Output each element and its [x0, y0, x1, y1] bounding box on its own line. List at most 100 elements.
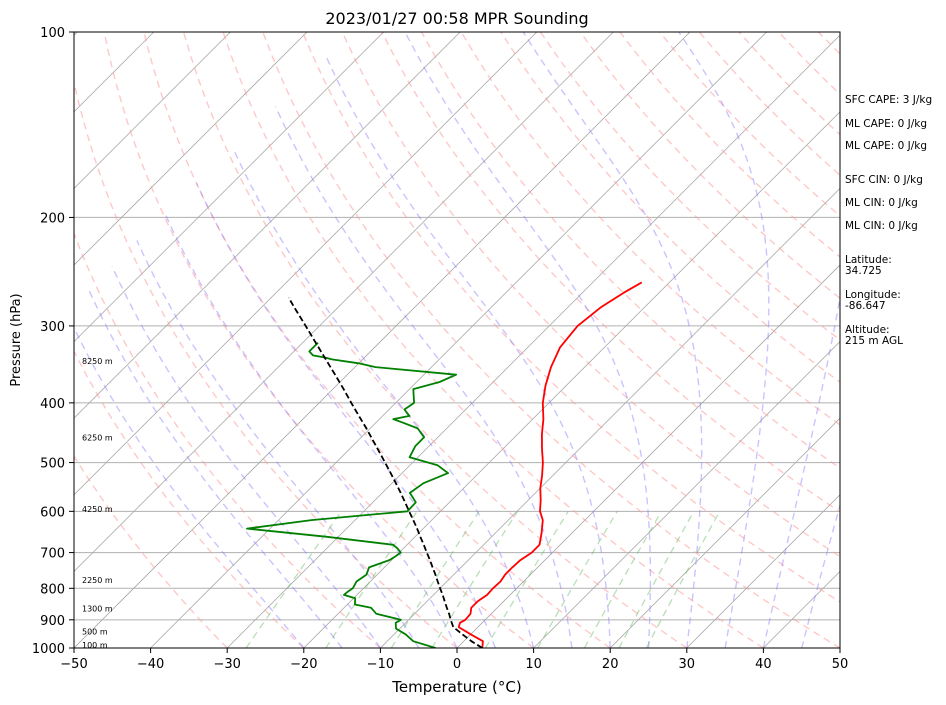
y-tick-label: 400 — [40, 397, 65, 412]
isotherm-line — [74, 32, 384, 343]
dry-adiabat — [222, 32, 764, 648]
dry-adiabat — [262, 32, 840, 648]
x-tick-label: −30 — [213, 657, 240, 672]
dry-adiabat — [103, 32, 535, 648]
height-label: 2250 m — [82, 576, 113, 585]
x-tick-label: 30 — [679, 657, 696, 672]
x-tick-label: −50 — [60, 657, 87, 672]
isotherm-line — [303, 111, 840, 648]
dry-adiabat — [74, 231, 381, 648]
isotherm-line — [74, 32, 231, 189]
x-tick-label: 20 — [602, 657, 619, 672]
moist-adiabat — [136, 240, 420, 648]
x-tick-label: 0 — [453, 657, 461, 672]
isotherm-line — [150, 32, 767, 648]
ml-cape: ML CAPE: 0 J/kg — [845, 118, 928, 130]
latitude-label: Latitude: — [845, 254, 892, 266]
stats-panel: SFC CAPE: 3 J/kg ML CAPE: 0 J/kg ML CAPE… — [845, 0, 945, 705]
x-tick-label: −20 — [290, 657, 317, 672]
y-tick-label: 900 — [40, 614, 65, 629]
sounding-series-1 — [246, 342, 457, 648]
dry-adiabat — [74, 349, 305, 648]
moist-adiabat — [232, 147, 535, 648]
mixing-ratio-line — [645, 510, 721, 648]
y-tick-label: 600 — [40, 505, 65, 520]
dry-adiabat — [460, 32, 840, 426]
sounding-series-2 — [287, 297, 483, 648]
y-tick-label: 700 — [40, 547, 65, 562]
mixing-ratio-line — [245, 510, 342, 648]
dry-adiabat — [74, 79, 458, 648]
height-label: 1300 m — [82, 605, 113, 614]
isotherm-line — [74, 32, 308, 266]
dry-adiabat — [381, 32, 840, 513]
mixing-ratio-line — [325, 510, 418, 648]
mixing-ratio-line — [618, 510, 695, 648]
dry-adiabat — [301, 32, 840, 603]
mixing-ratio-line — [390, 510, 480, 648]
moist-adiabat — [195, 182, 496, 648]
y-tick-label: 300 — [40, 320, 65, 335]
isotherm-line — [74, 32, 614, 572]
moist-adiabat — [678, 32, 770, 648]
y-tick-label: 1000 — [32, 642, 65, 657]
moist-adiabat — [325, 57, 611, 648]
dry-adiabat — [341, 32, 840, 558]
mixing-ratio-line — [583, 510, 662, 648]
dry-adiabat — [74, 454, 228, 648]
mixing-ratio-line — [484, 510, 569, 648]
y-axis: 100 200 300 400 500 600 700 800 900 1000 — [32, 26, 74, 657]
x-axis: −50 −40 −30 −20 −10 0 10 20 30 40 50 — [60, 648, 848, 672]
isotherm-line — [456, 264, 840, 648]
longitude-label: Longitude: — [845, 289, 901, 301]
y-tick-label: 200 — [40, 211, 65, 226]
altitude-label: Altitude: — [845, 324, 890, 336]
moist-adiabat — [88, 289, 343, 648]
isotherm-line — [74, 32, 691, 648]
isotherm-line — [74, 32, 538, 496]
height-label: 100 m — [82, 641, 108, 650]
moist-adiabat — [522, 32, 703, 648]
isotherm-line — [380, 187, 840, 648]
mixing-ratio-line — [536, 510, 618, 648]
sounding-series-0 — [457, 281, 643, 648]
x-tick-label: −40 — [137, 657, 164, 672]
dry-adiabat — [500, 32, 840, 384]
sounding-profiles — [246, 281, 643, 648]
isotherm-line — [226, 34, 840, 648]
moist-adiabat — [274, 106, 573, 648]
longitude-value: -86.647 — [845, 300, 886, 312]
isotherm-line — [533, 341, 840, 648]
x-axis-title: Temperature (°C) — [391, 678, 521, 696]
ml-cin-second: ML CIN: 0 J/kg — [845, 220, 918, 232]
isotherm-line — [609, 417, 840, 648]
y-tick-label: 800 — [40, 582, 65, 597]
moist-adiabat — [111, 265, 381, 648]
height-label: 6250 m — [82, 433, 113, 442]
x-tick-label: 10 — [525, 657, 542, 672]
moist-adiabat — [762, 294, 840, 648]
background-reference-lines — [74, 32, 840, 648]
moist-adiabat — [404, 32, 652, 648]
x-tick-label: 40 — [755, 657, 772, 672]
moist-adiabat — [164, 214, 458, 648]
dry-adiabat — [182, 32, 688, 648]
dry-adiabat — [143, 32, 611, 648]
latitude-value: 34.725 — [845, 265, 882, 277]
mixing-ratio-line — [431, 510, 519, 648]
isotherm-line — [74, 32, 461, 419]
height-labels: 100 m 500 m 1300 m 2250 m 4250 m 6250 m 8250 m — [82, 357, 113, 650]
ml-cin: ML CIN: 0 J/kg — [845, 197, 918, 209]
sfc-cape: SFC CAPE: 3 J/kg — [845, 94, 933, 106]
y-axis-title: Pressure (hPa) — [9, 293, 24, 386]
altitude-value: 215 m AGL — [845, 335, 903, 347]
ml-cape-second: ML CAPE: 0 J/kg — [845, 140, 928, 152]
height-label: 4250 m — [82, 505, 113, 514]
height-label: 8250 m — [82, 357, 113, 366]
y-tick-label: 500 — [40, 457, 65, 472]
height-label: 500 m — [82, 627, 108, 636]
isotherm-line — [686, 494, 840, 648]
x-tick-label: 50 — [832, 657, 849, 672]
chart-title: 2023/01/27 00:58 MPR Sounding — [325, 9, 588, 28]
